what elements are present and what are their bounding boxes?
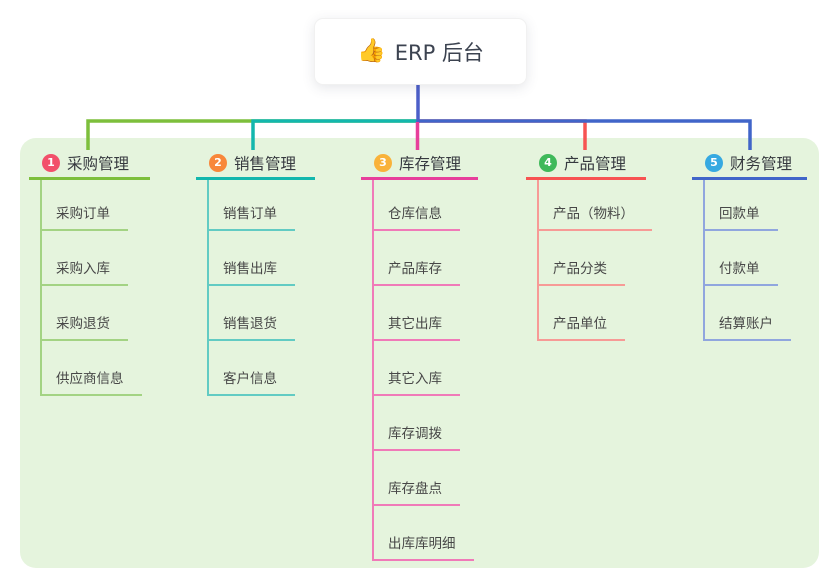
child-node[interactable]: 产品分类 (539, 231, 625, 286)
branch-number-badge: 2 (209, 153, 227, 172)
branches-panel (20, 138, 819, 568)
child-node[interactable]: 销售退货 (209, 286, 295, 341)
branch-number-badge: 4 (539, 153, 557, 172)
child-node[interactable]: 供应商信息 (42, 341, 142, 396)
child-node[interactable]: 产品（物料） (539, 180, 652, 231)
connector-branch-2 (251, 119, 418, 150)
branch-label: 产品管理 (564, 154, 627, 173)
branch-label: 库存管理 (399, 154, 462, 173)
child-node[interactable]: 销售订单 (209, 180, 295, 231)
branch: 2 销售管理 销售订单 销售出库 销售退货 客户信息 (196, 148, 315, 396)
branch-header[interactable]: 4 产品管理 (526, 148, 646, 180)
child-node[interactable]: 库存盘点 (374, 451, 460, 506)
branch-header[interactable]: 5 财务管理 (692, 148, 807, 180)
branch-header[interactable]: 3 库存管理 (361, 148, 478, 180)
branch: 5 财务管理 回款单 付款单 结算账户 (692, 148, 807, 341)
branch-number-badge: 3 (374, 153, 392, 172)
branch-label: 采购管理 (67, 154, 130, 173)
branch-number-badge: 1 (42, 153, 60, 172)
thumbs-up-icon: 👍 (357, 38, 386, 64)
child-node[interactable]: 出库库明细 (374, 506, 474, 561)
connector-branch-4 (418, 119, 587, 150)
child-node[interactable]: 采购订单 (42, 180, 128, 231)
branch-children: 仓库信息 产品库存 其它出库 其它入库 库存调拨 库存盘点 出库库明细 (372, 180, 474, 561)
connector-branch-5 (418, 119, 752, 150)
child-node[interactable]: 销售出库 (209, 231, 295, 286)
branch-children: 采购订单 采购入库 采购退货 供应商信息 (40, 180, 142, 396)
child-node[interactable]: 采购入库 (42, 231, 128, 286)
branch-children: 销售订单 销售出库 销售退货 客户信息 (207, 180, 295, 396)
child-node[interactable]: 库存调拨 (374, 396, 460, 451)
child-node[interactable]: 付款单 (705, 231, 778, 286)
child-node[interactable]: 客户信息 (209, 341, 295, 396)
branch: 4 产品管理 产品（物料） 产品分类 产品单位 (526, 148, 652, 341)
child-node[interactable]: 仓库信息 (374, 180, 460, 231)
child-node[interactable]: 其它入库 (374, 341, 460, 396)
branch-number-badge: 5 (705, 153, 723, 172)
branch: 3 库存管理 仓库信息 产品库存 其它出库 其它入库 库存调拨 库存盘点 出库库明细 (361, 148, 478, 561)
branch-children: 产品（物料） 产品分类 产品单位 (537, 180, 652, 341)
branch: 1 采购管理 采购订单 采购入库 采购退货 供应商信息 (29, 148, 150, 396)
branch-children: 回款单 付款单 结算账户 (703, 180, 791, 341)
root-node[interactable]: 👍 ERP 后台 (314, 18, 527, 85)
branch-header[interactable]: 2 销售管理 (196, 148, 315, 180)
branch-label: 财务管理 (730, 154, 793, 173)
child-node[interactable]: 采购退货 (42, 286, 128, 341)
root-label: ERP 后台 (394, 40, 484, 65)
child-node[interactable]: 产品单位 (539, 286, 625, 341)
branch-header[interactable]: 1 采购管理 (29, 148, 150, 180)
child-node[interactable]: 产品库存 (374, 231, 460, 286)
child-node[interactable]: 回款单 (705, 180, 778, 231)
branch-label: 销售管理 (234, 154, 297, 173)
child-node[interactable]: 其它出库 (374, 286, 460, 341)
child-node[interactable]: 结算账户 (705, 286, 791, 341)
